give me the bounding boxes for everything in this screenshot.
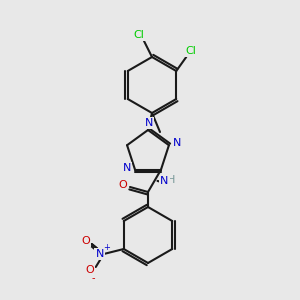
Text: H: H (167, 175, 175, 185)
Text: O: O (118, 180, 127, 190)
Text: N: N (123, 163, 131, 173)
Text: N: N (145, 118, 153, 128)
Text: Cl: Cl (134, 30, 144, 40)
Text: N: N (173, 138, 181, 148)
Text: -: - (92, 273, 95, 283)
Text: N: N (96, 249, 104, 259)
Text: N: N (160, 176, 169, 186)
Text: Cl: Cl (186, 46, 197, 56)
Text: +: + (103, 242, 110, 251)
Text: O: O (85, 265, 94, 275)
Text: O: O (81, 236, 90, 246)
